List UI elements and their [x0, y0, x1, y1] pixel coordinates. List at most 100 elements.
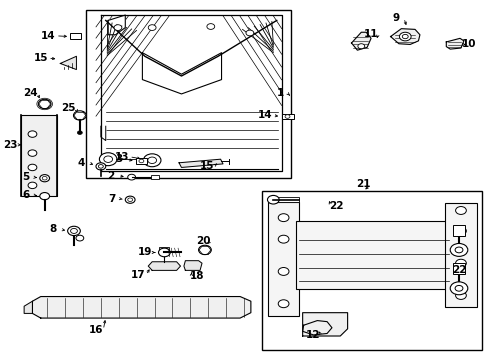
Bar — [445, 203, 477, 307]
Circle shape — [71, 228, 77, 233]
Text: 23: 23 — [3, 140, 18, 150]
Circle shape — [77, 131, 82, 134]
Text: 17: 17 — [131, 270, 146, 280]
Circle shape — [456, 207, 466, 215]
Text: 8: 8 — [50, 225, 57, 234]
Circle shape — [246, 30, 254, 36]
Circle shape — [148, 157, 157, 163]
Circle shape — [278, 214, 289, 222]
Text: 13: 13 — [115, 152, 129, 162]
Text: 19: 19 — [138, 247, 152, 257]
Polygon shape — [101, 126, 106, 140]
Circle shape — [42, 176, 47, 180]
Circle shape — [456, 227, 466, 235]
Circle shape — [278, 235, 289, 243]
Text: 22: 22 — [330, 201, 344, 211]
Circle shape — [99, 153, 117, 166]
Bar — [274, 197, 299, 202]
Text: 25: 25 — [61, 103, 75, 113]
Circle shape — [450, 243, 468, 256]
Circle shape — [104, 156, 113, 162]
Bar — [86, 10, 292, 178]
Circle shape — [456, 259, 466, 267]
Circle shape — [144, 154, 161, 167]
Circle shape — [28, 164, 37, 171]
Circle shape — [125, 196, 135, 203]
Polygon shape — [148, 262, 180, 270]
Bar — [269, 202, 299, 316]
Polygon shape — [391, 29, 420, 44]
Circle shape — [139, 159, 144, 163]
Text: 21: 21 — [356, 179, 370, 189]
Circle shape — [68, 226, 80, 235]
Circle shape — [159, 248, 170, 257]
Text: 1: 1 — [276, 88, 284, 98]
Bar — [70, 33, 81, 40]
Circle shape — [76, 235, 84, 241]
Circle shape — [98, 165, 103, 168]
Circle shape — [207, 24, 215, 30]
Circle shape — [358, 44, 365, 49]
Text: 12: 12 — [306, 330, 320, 340]
Text: 14: 14 — [41, 31, 56, 41]
Polygon shape — [446, 39, 464, 49]
Text: 9: 9 — [393, 13, 400, 23]
Circle shape — [28, 150, 37, 156]
Text: 15: 15 — [199, 161, 214, 171]
Circle shape — [455, 247, 463, 253]
Text: 11: 11 — [364, 29, 378, 39]
Circle shape — [278, 267, 289, 275]
Circle shape — [128, 198, 133, 202]
Text: 2: 2 — [107, 171, 114, 181]
Circle shape — [285, 115, 290, 118]
Circle shape — [74, 111, 86, 120]
Circle shape — [28, 182, 37, 189]
Circle shape — [96, 163, 106, 170]
Text: 22: 22 — [452, 265, 466, 275]
Bar — [136, 158, 147, 163]
Circle shape — [402, 35, 408, 39]
Circle shape — [28, 131, 37, 137]
Text: 16: 16 — [89, 325, 103, 335]
Polygon shape — [108, 15, 125, 35]
Polygon shape — [303, 313, 347, 336]
Circle shape — [268, 195, 279, 204]
Text: 5: 5 — [23, 172, 30, 182]
Polygon shape — [32, 297, 251, 318]
Bar — [21, 116, 57, 196]
Polygon shape — [303, 320, 332, 335]
Bar — [453, 225, 465, 235]
Circle shape — [128, 174, 136, 180]
Circle shape — [40, 193, 49, 200]
Text: 20: 20 — [196, 236, 211, 246]
Circle shape — [38, 99, 51, 109]
Circle shape — [198, 245, 211, 255]
Bar — [282, 114, 294, 119]
Text: 24: 24 — [23, 88, 37, 98]
Circle shape — [456, 292, 466, 300]
Circle shape — [114, 25, 122, 31]
Circle shape — [40, 175, 49, 182]
Polygon shape — [351, 32, 371, 50]
Text: 15: 15 — [33, 53, 48, 63]
Text: 7: 7 — [108, 194, 116, 204]
Bar — [262, 191, 482, 350]
Circle shape — [450, 282, 468, 295]
Circle shape — [455, 285, 463, 291]
Bar — [159, 247, 169, 253]
Bar — [453, 263, 465, 274]
Circle shape — [399, 32, 411, 41]
Bar — [296, 221, 450, 289]
Polygon shape — [184, 261, 202, 270]
Text: 18: 18 — [190, 271, 204, 281]
Bar — [151, 175, 159, 179]
Text: 4: 4 — [77, 158, 85, 168]
Text: 3: 3 — [115, 154, 122, 164]
Text: 10: 10 — [462, 40, 476, 49]
Circle shape — [148, 25, 156, 31]
Polygon shape — [60, 56, 76, 69]
Polygon shape — [179, 159, 223, 167]
Circle shape — [278, 300, 289, 308]
Text: 14: 14 — [258, 111, 273, 121]
Polygon shape — [24, 301, 32, 314]
